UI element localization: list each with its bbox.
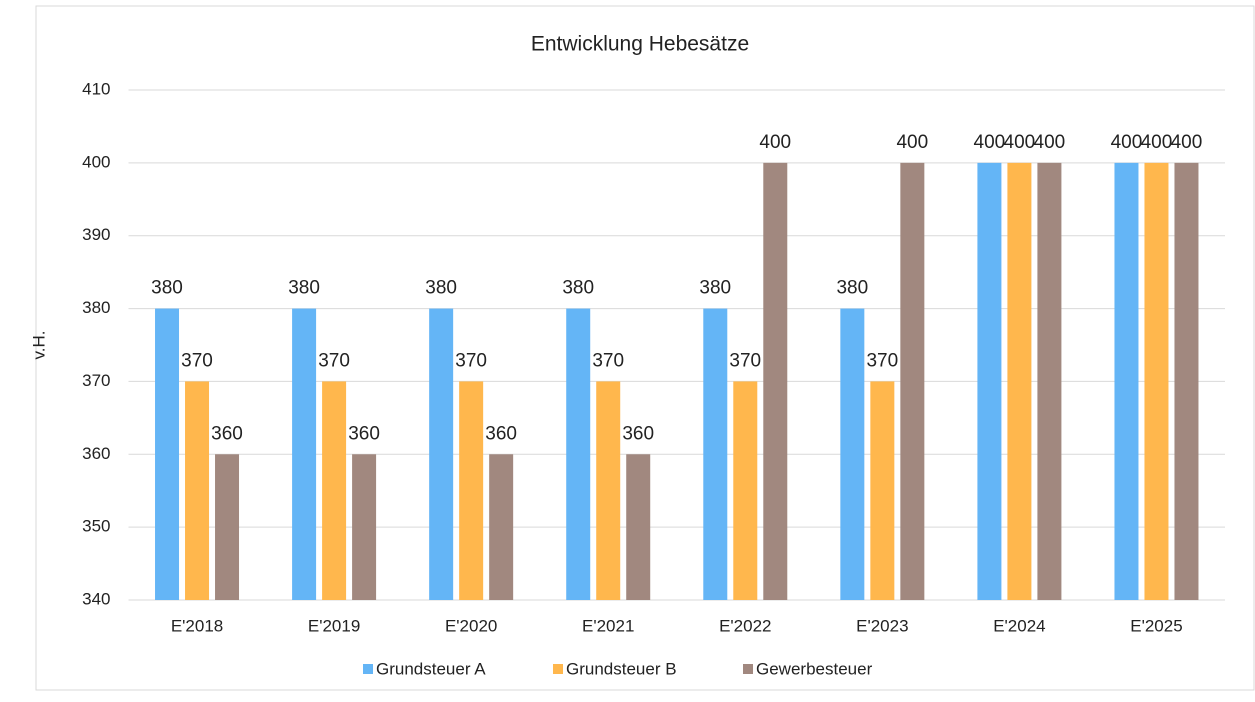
data-label: 360 <box>622 423 654 444</box>
data-label: 400 <box>1171 132 1203 153</box>
bar <box>1007 162 1032 600</box>
data-label: 370 <box>181 350 213 371</box>
bar <box>596 381 621 600</box>
data-label: 380 <box>288 278 320 299</box>
y-tick-label: 340 <box>82 589 110 608</box>
y-tick-label: 380 <box>82 298 110 317</box>
bar <box>703 308 728 600</box>
bar <box>900 162 925 600</box>
x-tick-label: E'2020 <box>445 616 497 635</box>
data-label: 370 <box>592 350 624 371</box>
y-tick-label: 410 <box>82 79 110 98</box>
data-label: 400 <box>1034 132 1066 153</box>
x-tick-label: E'2025 <box>1130 616 1182 635</box>
bar <box>870 381 895 600</box>
legend-label: Grundsteuer B <box>566 659 677 678</box>
bar <box>1174 162 1199 600</box>
data-label: 400 <box>1111 132 1143 153</box>
bar <box>626 454 651 600</box>
x-tick-label: E'2021 <box>582 616 634 635</box>
bar <box>352 454 377 600</box>
bar <box>185 381 210 600</box>
data-label: 360 <box>485 423 517 444</box>
bar <box>322 381 347 600</box>
bar <box>1114 162 1139 600</box>
bar <box>1144 162 1169 600</box>
bar <box>459 381 484 600</box>
y-tick-label: 360 <box>82 444 110 463</box>
legend-label: Gewerbesteuer <box>756 659 873 678</box>
bar <box>566 308 591 600</box>
data-label: 370 <box>866 350 898 371</box>
x-tick-label: E'2024 <box>993 616 1045 635</box>
y-axis-label: v.H. <box>29 331 48 360</box>
x-tick-label: E'2023 <box>856 616 908 635</box>
data-label: 400 <box>974 132 1006 153</box>
data-label: 370 <box>318 350 350 371</box>
data-label: 370 <box>455 350 487 371</box>
legend-label: Grundsteuer A <box>376 659 486 678</box>
x-tick-label: E'2018 <box>171 616 223 635</box>
chart-title: Entwicklung Hebesätze <box>531 33 749 56</box>
x-tick-label: E'2019 <box>308 616 360 635</box>
bar <box>489 454 514 600</box>
data-label: 400 <box>1004 132 1036 153</box>
bar <box>977 162 1002 600</box>
bar <box>292 308 317 600</box>
data-label: 360 <box>211 423 243 444</box>
chart-border <box>35 5 1255 691</box>
legend-swatch <box>743 664 753 674</box>
data-label: 380 <box>425 278 457 299</box>
bar <box>215 454 240 600</box>
data-label: 380 <box>836 278 868 299</box>
y-tick-label: 350 <box>82 517 110 536</box>
bar <box>1037 162 1062 600</box>
data-label: 380 <box>699 278 731 299</box>
data-label: 400 <box>896 132 928 153</box>
data-label: 400 <box>759 132 791 153</box>
data-label: 380 <box>562 278 594 299</box>
y-tick-label: 400 <box>82 152 110 171</box>
bar <box>840 308 865 600</box>
bar <box>763 162 788 600</box>
bar <box>429 308 454 600</box>
x-tick-label: E'2022 <box>719 616 771 635</box>
data-label: 360 <box>348 423 380 444</box>
legend-swatch <box>553 664 563 674</box>
y-tick-label: 370 <box>82 371 110 390</box>
bar <box>733 381 758 600</box>
data-label: 380 <box>151 278 183 299</box>
y-tick-label: 390 <box>82 225 110 244</box>
bar <box>155 308 180 600</box>
data-label: 400 <box>1141 132 1173 153</box>
legend-swatch <box>363 664 373 674</box>
data-label: 370 <box>729 350 761 371</box>
